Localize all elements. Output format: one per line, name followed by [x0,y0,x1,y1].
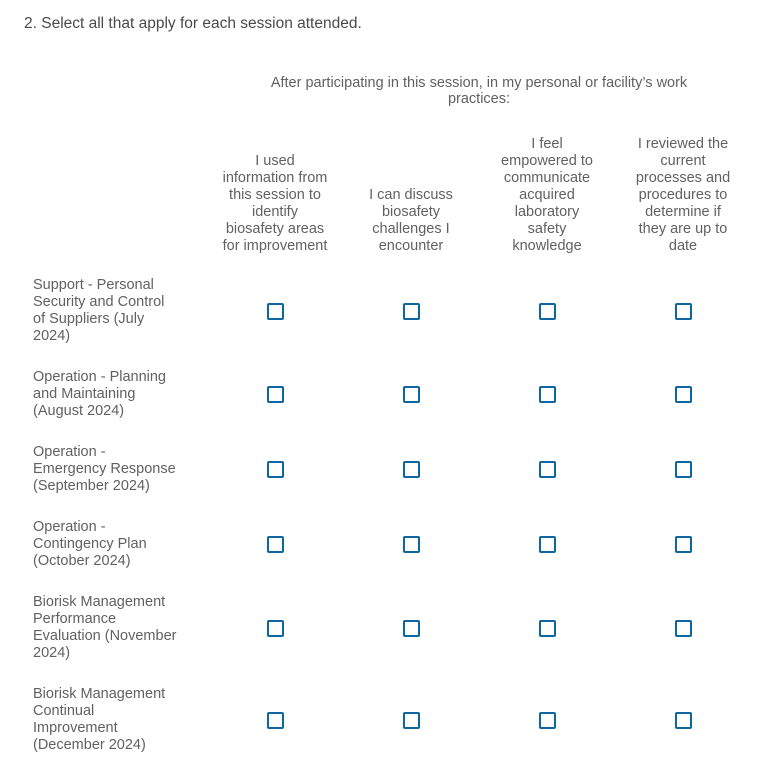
matrix-cell [615,686,751,754]
checkbox-row4-col3[interactable] [538,536,556,553]
matrix-cell [343,369,479,420]
checkbox-row4-col4[interactable] [674,536,692,553]
matrix-header: After participating in this session, in … [33,75,751,255]
checkbox-row3-col2[interactable] [402,461,420,478]
checkbox-row4-col1[interactable] [266,536,284,553]
question-title: 2. Select all that apply for each sessio… [24,15,362,32]
checkbox-row6-col4[interactable] [674,711,692,729]
matrix-cell [343,519,479,570]
matrix-cell [207,686,343,754]
matrix-cell [479,277,615,345]
matrix-cell [615,369,751,420]
matrix-cell [615,519,751,570]
header-spacer [33,107,207,255]
checkbox-row5-col3[interactable] [538,619,556,637]
matrix-cell [207,277,343,345]
matrix-cell [207,444,343,495]
matrix-cell [343,444,479,495]
checkbox-row1-col1[interactable] [266,302,284,320]
column-header-4: I reviewed the current processes and pro… [635,136,731,254]
checkbox-row5-col4[interactable] [674,619,692,637]
row-label-operation-planning: Operation - Planning and Maintaining (Au… [33,369,166,419]
checkbox-row3-col4[interactable] [674,461,692,478]
row-label-biorisk-performance-evaluation: Biorisk Management Performance Evaluatio… [33,594,177,661]
checkbox-row5-col1[interactable] [266,619,284,637]
checkbox-row2-col2[interactable] [402,386,420,403]
matrix-cell [479,686,615,754]
matrix-cell [207,594,343,662]
matrix-cell [479,369,615,420]
checkbox-row5-col2[interactable] [402,619,420,637]
matrix-body: Support - Personal Security and Control … [33,277,751,754]
checkbox-row6-col2[interactable] [402,711,420,729]
checkbox-row2-col3[interactable] [538,386,556,403]
checkbox-row6-col3[interactable] [538,711,556,729]
checkbox-row1-col3[interactable] [538,302,556,320]
row-label-biorisk-continual-improvement: Biorisk Management Continual Improvement… [33,686,166,753]
matrix-cell [615,594,751,662]
matrix-cell [479,519,615,570]
matrix-cell [343,686,479,754]
checkbox-row2-col1[interactable] [266,386,284,403]
matrix-cell [615,277,751,345]
checkbox-row2-col4[interactable] [674,386,692,403]
checkbox-row6-col1[interactable] [266,711,284,729]
matrix-cell [615,444,751,495]
matrix-cell [207,369,343,420]
checkbox-row3-col1[interactable] [266,461,284,478]
matrix-cell [479,444,615,495]
column-header-2: I can discuss biosafety challenges I enc… [369,187,453,254]
matrix-cell [343,277,479,345]
row-label-operation-contingency-plan: Operation - Contingency Plan (October 20… [33,519,147,569]
column-header-3: I feel empowered to communicate acquired… [501,136,593,254]
matrix-cell [207,519,343,570]
matrix-cell [343,594,479,662]
matrix-group-header: After participating in this session, in … [270,75,688,107]
row-label-support-personal-security: Support - Personal Security and Control … [33,277,165,344]
checkbox-row3-col3[interactable] [538,461,556,478]
checkbox-row1-col4[interactable] [674,302,692,320]
row-label-operation-emergency-response: Operation - Emergency Response (Septembe… [33,444,176,494]
column-header-1: I used information from this session to … [222,153,328,254]
checkbox-row4-col2[interactable] [402,536,420,553]
matrix-cell [479,594,615,662]
checkbox-row1-col2[interactable] [402,302,420,320]
